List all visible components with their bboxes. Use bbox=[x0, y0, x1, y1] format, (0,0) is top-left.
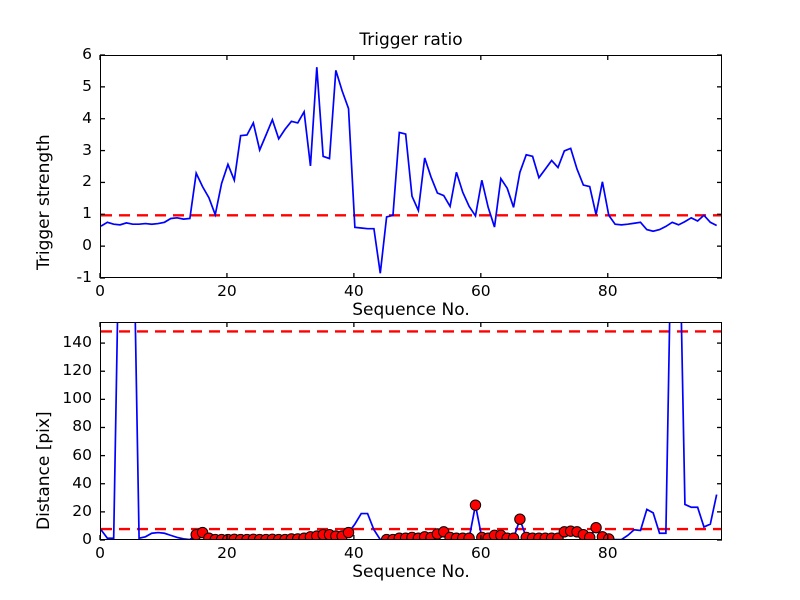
y-tick-label: 0 bbox=[82, 530, 92, 548]
data-line bbox=[101, 67, 718, 274]
x-tick-label: 40 bbox=[344, 282, 364, 300]
data-marker bbox=[342, 526, 355, 539]
y-tick-label: 40 bbox=[72, 473, 92, 492]
data-marker bbox=[590, 521, 602, 534]
y-tick-label: 1 bbox=[82, 204, 92, 223]
trigger-ratio-plot-svg bbox=[101, 67, 721, 274]
x-tick-label: 80 bbox=[597, 282, 618, 300]
data-marker bbox=[463, 532, 475, 539]
y-tick-label: 3 bbox=[82, 140, 92, 159]
data-marker bbox=[507, 532, 520, 539]
x-tick-label: 0 bbox=[95, 282, 105, 300]
y-tick-label: 80 bbox=[72, 417, 92, 436]
x-tick-label: 40 bbox=[344, 544, 364, 562]
data-marker bbox=[603, 533, 615, 539]
data-marker bbox=[514, 513, 526, 525]
x-tick-label: 0 bbox=[95, 544, 105, 562]
y-tick-label: -1 bbox=[76, 268, 92, 286]
x-axis-label-top: Sequence No. bbox=[352, 300, 470, 320]
chart-title-trigger-ratio: Trigger ratio bbox=[359, 30, 463, 50]
data-marker bbox=[469, 499, 482, 511]
y-tick-label: 140 bbox=[62, 333, 92, 352]
y-tick-label: 4 bbox=[82, 108, 92, 127]
data-marker bbox=[584, 531, 596, 539]
x-tick-label: 60 bbox=[470, 282, 491, 300]
y-tick-label: 60 bbox=[72, 445, 92, 464]
y-tick-label: 120 bbox=[62, 361, 92, 380]
plot-area-distance bbox=[100, 322, 722, 540]
y-tick-label: 2 bbox=[82, 172, 92, 191]
data-line bbox=[101, 323, 718, 539]
y-tick-label: 20 bbox=[72, 501, 92, 520]
x-tick-label: 60 bbox=[470, 544, 491, 562]
plot-area-trigger-ratio bbox=[100, 55, 722, 278]
y-tick-label: 5 bbox=[82, 76, 92, 95]
x-axis-label-bottom: Sequence No. bbox=[352, 562, 470, 582]
distance-plot-svg bbox=[101, 323, 721, 539]
x-tick-label: 20 bbox=[217, 544, 237, 562]
y-tick-label: 100 bbox=[62, 389, 92, 408]
y-tick-label: 0 bbox=[82, 236, 92, 255]
y-tick-label: 6 bbox=[82, 45, 92, 63]
x-tick-label: 20 bbox=[217, 282, 237, 300]
x-tick-label: 80 bbox=[597, 544, 618, 562]
